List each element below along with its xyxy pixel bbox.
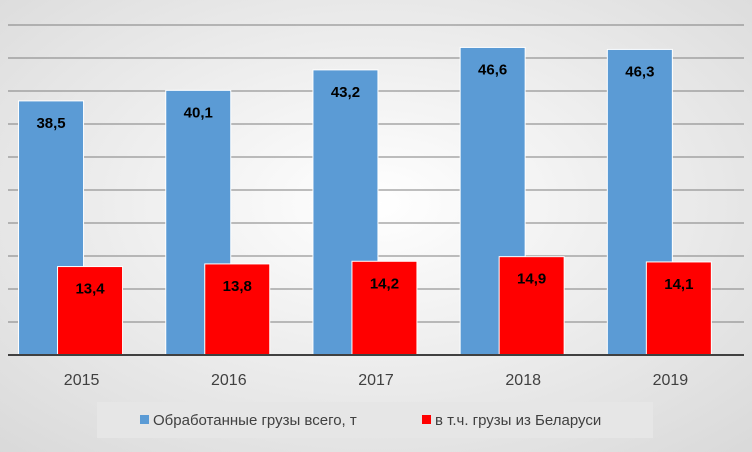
x-tick-label-2018: 2018 bbox=[505, 372, 541, 389]
x-tick-label-2019: 2019 bbox=[653, 372, 689, 389]
x-tick-labels: 2015 2016 2017 2018 2019 bbox=[64, 372, 688, 389]
bar-belarus-2019 bbox=[645, 261, 712, 356]
legend-box bbox=[97, 402, 653, 438]
legend-label-1: в т.ч. грузы из Беларуси bbox=[435, 412, 601, 429]
x-tick-label-2017: 2017 bbox=[358, 372, 394, 389]
data-label-belarus-2017: 14,2 bbox=[370, 275, 399, 292]
data-label-belarus-2019: 14,1 bbox=[664, 276, 693, 293]
data-label-total-2016: 40,1 bbox=[184, 104, 213, 121]
legend: Обработанные грузы всего, т в т.ч. грузы … bbox=[97, 402, 653, 438]
legend-swatch-0 bbox=[140, 415, 149, 424]
x-tick-label-2016: 2016 bbox=[211, 372, 247, 389]
data-label-total-2015: 38,5 bbox=[36, 115, 65, 132]
data-label-total-2019: 46,3 bbox=[625, 63, 654, 80]
data-label-total-2018: 46,6 bbox=[478, 61, 507, 78]
legend-label-0: Обработанные грузы всего, т bbox=[153, 412, 357, 429]
bar-belarus-2015 bbox=[57, 266, 124, 356]
data-label-total-2017: 43,2 bbox=[331, 84, 360, 101]
bars bbox=[18, 46, 712, 356]
bar-belarus-2018 bbox=[498, 256, 565, 356]
x-tick-label-2015: 2015 bbox=[64, 372, 100, 389]
legend-swatch-1 bbox=[422, 415, 431, 424]
data-labels: 38,5 13,4 40,1 13,8 43,2 14,2 46,6 14,9 46,3 14,1 bbox=[36, 61, 693, 297]
data-label-belarus-2018: 14,9 bbox=[517, 271, 546, 288]
data-label-belarus-2015: 13,4 bbox=[75, 281, 105, 298]
data-label-belarus-2016: 13,8 bbox=[223, 278, 252, 295]
